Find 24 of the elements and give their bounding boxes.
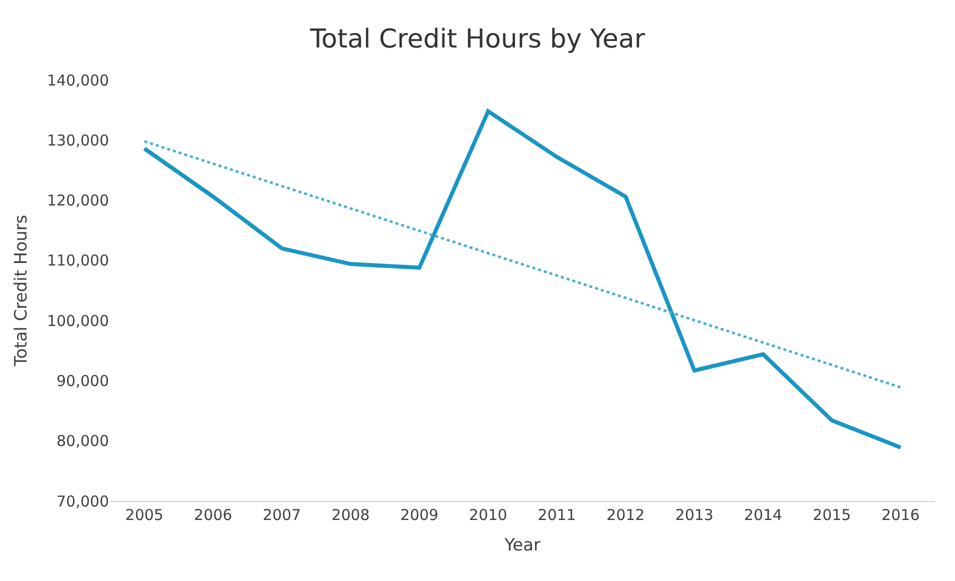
y-tick-label: 140,000 <box>46 71 109 90</box>
y-tick-label: 130,000 <box>46 131 109 150</box>
x-axis-title: Year <box>504 535 541 556</box>
y-tick-label: 100,000 <box>46 312 109 330</box>
chart-title: Total Credit Hours by Year <box>308 24 646 54</box>
line-series <box>142 109 903 450</box>
x-tick-label: 2010 <box>469 506 508 524</box>
x-tick-label: 2005 <box>125 506 164 524</box>
x-tick-label: 2009 <box>400 506 438 524</box>
y-axis-title: Total Credit Hours <box>12 214 32 368</box>
x-tick-label: 2006 <box>194 506 232 524</box>
y-tick-label: 90,000 <box>56 372 109 390</box>
x-tick-label: 2007 <box>262 506 301 524</box>
y-tick-label: 70,000 <box>56 492 109 510</box>
x-tick-label: 2014 <box>744 506 782 524</box>
y-tick-label: 110,000 <box>46 252 109 270</box>
y-tick-label: 80,000 <box>56 432 109 450</box>
x-tick-label: 2015 <box>812 506 851 524</box>
y-tick-label: 120,000 <box>46 192 109 210</box>
x-tick-label: 2016 <box>882 506 920 524</box>
x-tick-label: 2008 <box>332 506 370 524</box>
x-tick-label: 2011 <box>538 506 576 524</box>
x-tick-label: 2012 <box>606 506 645 524</box>
x-tick-label: 2013 <box>675 506 714 524</box>
